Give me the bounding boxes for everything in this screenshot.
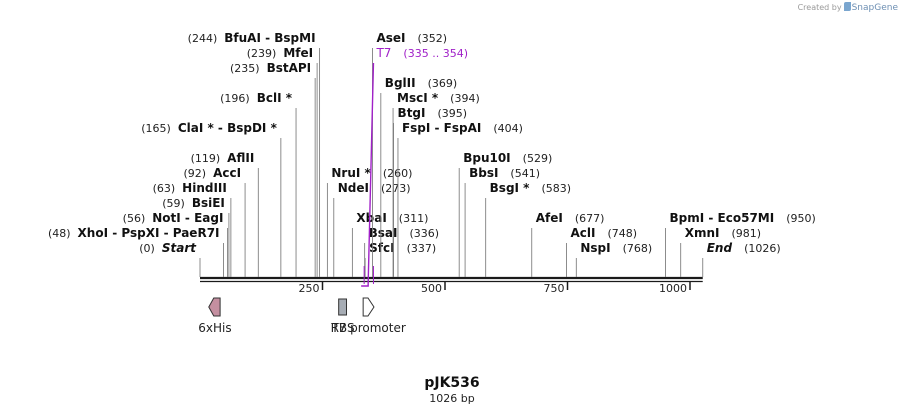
enzyme-name-bpu10i: Bpu10I bbox=[463, 151, 510, 165]
enzyme-name-mfei: MfeI bbox=[283, 46, 313, 60]
enzyme-name-msci: MscI * bbox=[397, 91, 439, 105]
enzyme-pos-fspi-fspai: (404) bbox=[493, 122, 523, 135]
enzyme-name-btgi: BtgI bbox=[398, 106, 426, 120]
enzyme-name-bsgi: BsgI * bbox=[490, 181, 531, 195]
enzyme-pos-xbai: (311) bbox=[399, 212, 429, 225]
sequence-name: pJK536 bbox=[424, 375, 480, 391]
enzyme-name-fspi-fspai: FspI - FspAI bbox=[402, 121, 481, 135]
enzyme-pos-bsai: (336) bbox=[409, 227, 439, 240]
enzyme-name-bstapi: BstAPI bbox=[267, 61, 312, 75]
enzyme-pos-msci: (394) bbox=[450, 92, 480, 105]
enzyme-name-xmni: XmnI bbox=[685, 226, 720, 240]
enzyme-pos-end: (1026) bbox=[744, 242, 781, 255]
enzyme-name-end: End bbox=[707, 241, 733, 255]
credit-brand: SnapGene bbox=[851, 3, 898, 13]
enzyme-name-bsiei: BsiEI bbox=[192, 196, 225, 210]
sequence-length: 1026 bp bbox=[429, 392, 475, 405]
enzyme-name-sfci: SfcI bbox=[369, 241, 394, 255]
enzyme-pos-xhoi-pspxi-paer7i: (48) bbox=[48, 227, 71, 240]
enzyme-name-acci: AccI bbox=[213, 166, 241, 180]
enzyme-pos-nspi: (768) bbox=[623, 242, 653, 255]
axis-tick-label: 250 bbox=[299, 282, 320, 295]
enzyme-pos-noti-eagi: (56) bbox=[123, 212, 146, 225]
enzyme-name-xbai: XbaI bbox=[356, 211, 386, 225]
enzyme-name-xhoi-pspxi-paer7i: XhoI - PspXI - PaeR7I bbox=[78, 226, 220, 240]
feature-t7-promoter bbox=[362, 297, 375, 317]
enzyme-name-clai-bspdi: ClaI * - BspDI * bbox=[178, 121, 278, 135]
enzyme-pos-asei: (352) bbox=[418, 32, 448, 45]
enzyme-pos-afei: (677) bbox=[575, 212, 605, 225]
feature-label-t7-promoter: T7 promoter bbox=[330, 321, 406, 335]
enzyme-name-afei: AfeI bbox=[536, 211, 563, 225]
enzyme-name-asei: AseI bbox=[376, 31, 405, 45]
enzyme-pos-acli: (748) bbox=[608, 227, 638, 240]
enzyme-name-start: Start bbox=[162, 241, 197, 255]
feature-range-t7: (335 .. 354) bbox=[403, 47, 468, 60]
enzyme-pos-aflii: (119) bbox=[191, 152, 221, 165]
enzyme-pos-sfci: (337) bbox=[407, 242, 437, 255]
enzyme-pos-bstapi: (235) bbox=[230, 62, 260, 75]
enzyme-pos-bpmi-eco57mi: (950) bbox=[786, 212, 816, 225]
enzyme-pos-hindiii: (63) bbox=[153, 182, 176, 195]
snapgene-logo-icon bbox=[843, 2, 851, 11]
enzyme-pos-bpu10i: (529) bbox=[523, 152, 553, 165]
enzyme-name-aflii: AflII bbox=[227, 151, 254, 165]
enzyme-pos-xmni: (981) bbox=[731, 227, 761, 240]
axis-tick-label: 500 bbox=[421, 282, 442, 295]
enzyme-pos-mfei: (239) bbox=[247, 47, 277, 60]
enzyme-name-bglii: BglII bbox=[385, 76, 416, 90]
enzyme-name-hindiii: HindIII bbox=[182, 181, 227, 195]
snapgene-credit: Created by SnapGene bbox=[798, 2, 898, 13]
enzyme-pos-start: (0) bbox=[139, 242, 155, 255]
enzyme-pos-clai-bspdi: (165) bbox=[141, 122, 171, 135]
enzyme-pos-bbsi: (541) bbox=[510, 167, 540, 180]
enzyme-pos-acci: (92) bbox=[184, 167, 207, 180]
feature-label-rbs: RBS bbox=[331, 321, 355, 335]
credit-prefix: Created by bbox=[797, 3, 842, 12]
enzyme-pos-bfuai-bspmi: (244) bbox=[188, 32, 218, 45]
axis-tick-label: 750 bbox=[544, 282, 565, 295]
enzyme-pos-btgi: (395) bbox=[437, 107, 467, 120]
axis-tick-label: 1000 bbox=[659, 282, 687, 295]
enzyme-name-nrui: NruI * bbox=[331, 166, 371, 180]
feature-label-6xhis: 6xHis bbox=[198, 321, 231, 335]
enzyme-name-bbsi: BbsI bbox=[469, 166, 498, 180]
enzyme-name-bsai: BsaI bbox=[369, 226, 398, 240]
enzyme-name-bpmi-eco57mi: BpmI - Eco57MI bbox=[670, 211, 775, 225]
enzyme-name-noti-eagi: NotI - EagI bbox=[152, 211, 223, 225]
enzyme-name-nspi: NspI bbox=[580, 241, 610, 255]
enzyme-pos-bsiei: (59) bbox=[162, 197, 185, 210]
enzyme-name-bcli: BclI * bbox=[257, 91, 293, 105]
feature-name-t7: T7 bbox=[375, 46, 391, 60]
enzyme-pos-bsgi: (583) bbox=[541, 182, 571, 195]
feature-line-t7 bbox=[361, 62, 375, 287]
enzyme-pos-ndei: (273) bbox=[381, 182, 411, 195]
enzyme-pos-bcli: (196) bbox=[220, 92, 250, 105]
enzyme-name-ndei: NdeI bbox=[338, 181, 369, 195]
feature-6xhis bbox=[208, 297, 221, 317]
enzyme-pos-bglii: (369) bbox=[428, 77, 458, 90]
enzyme-name-bfuai-bspmi: BfuAI - BspMI bbox=[224, 31, 315, 45]
feature-rbs bbox=[338, 298, 348, 316]
enzyme-name-acli: AclI bbox=[571, 226, 596, 240]
